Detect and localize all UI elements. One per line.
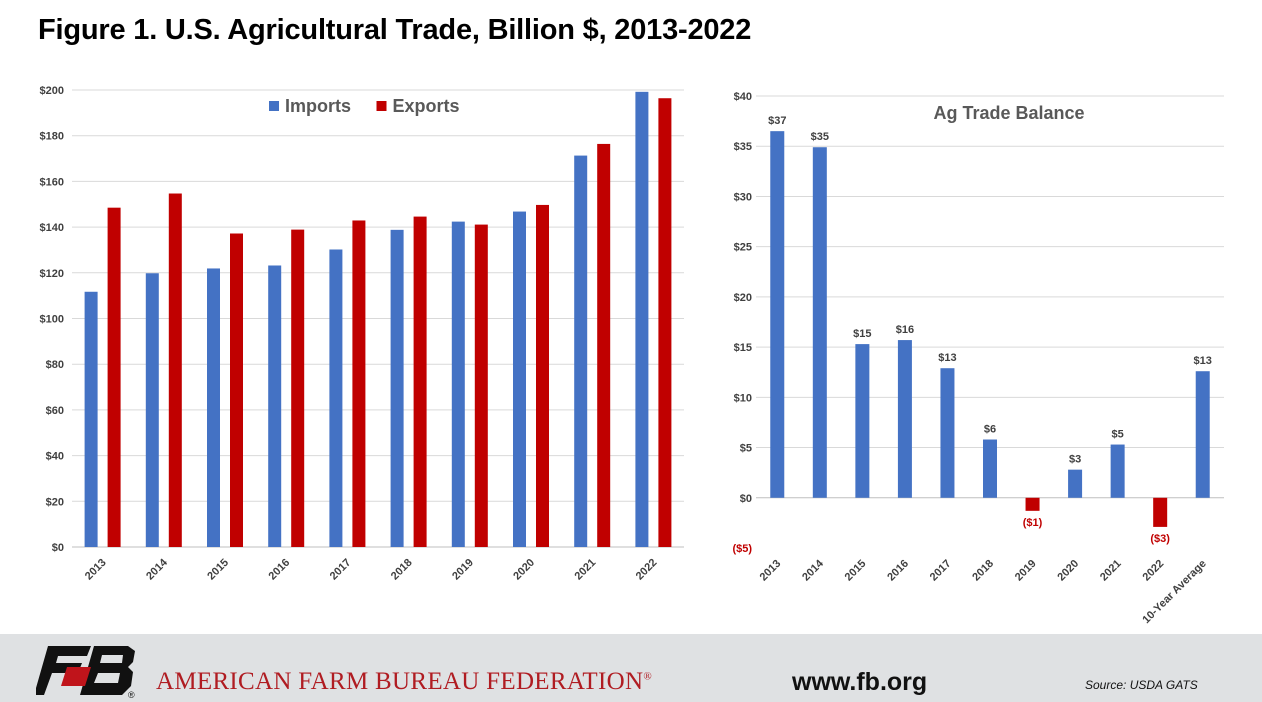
bar-balance: [812, 147, 827, 498]
y-tick-label: $35: [734, 141, 752, 153]
bar-imports: [84, 291, 98, 547]
x-tick-label: 2014: [800, 557, 826, 583]
bar-balance: [1153, 497, 1168, 527]
x-tick-label: 2015: [843, 558, 869, 584]
data-label: $13: [1194, 355, 1212, 367]
y-tick-label: ($5): [732, 543, 752, 555]
bar-imports: [207, 268, 220, 547]
data-label: $37: [768, 115, 786, 127]
data-label: $6: [984, 424, 996, 436]
bar-imports: [390, 229, 404, 548]
bar-balance: [855, 344, 870, 498]
data-label: $5: [1112, 429, 1124, 441]
chart-title: Ag Trade Balance: [933, 103, 1084, 123]
bar-balance: [897, 340, 912, 498]
x-tick-label: 2019: [1013, 558, 1039, 584]
bar-balance: [770, 131, 785, 498]
y-tick-label: $160: [40, 176, 64, 188]
y-tick-label: $25: [734, 242, 752, 254]
x-tick-label: 2016: [885, 558, 911, 584]
y-tick-label: $60: [46, 405, 64, 417]
legend-swatch-imports: [269, 101, 279, 111]
x-tick-label: 2013: [758, 558, 784, 584]
x-tick-label: 2017: [928, 558, 954, 584]
y-tick-label: $20: [734, 292, 752, 304]
y-tick-label: $5: [740, 443, 752, 455]
data-label: $15: [853, 328, 871, 340]
y-tick-label: $30: [734, 191, 752, 203]
bar-balance: [940, 368, 955, 498]
bar-exports: [168, 193, 182, 547]
x-tick-label: 2022: [1141, 558, 1167, 584]
bar-imports: [451, 221, 465, 547]
bar-balance: [983, 439, 997, 498]
footer-band: ® AMERICAN FARM BUREAU FEDERATION® www.f…: [0, 634, 1262, 702]
bar-exports: [474, 224, 488, 548]
bar-imports: [329, 249, 343, 548]
bar-imports: [513, 211, 526, 547]
bar-exports: [413, 216, 427, 548]
y-tick-label: $200: [40, 85, 64, 97]
data-label: $16: [896, 324, 914, 336]
data-label: $3: [1069, 454, 1081, 466]
legend-label-imports: Imports: [285, 96, 351, 116]
data-label: ($3): [1150, 533, 1170, 545]
y-tick-label: $80: [46, 359, 64, 371]
y-tick-label: $180: [40, 131, 64, 143]
bar-exports: [291, 229, 305, 547]
y-tick-label: $40: [734, 91, 752, 103]
y-tick-label: $0: [740, 493, 752, 505]
bar-imports: [574, 155, 588, 547]
figure-title: Figure 1. U.S. Agricultural Trade, Billi…: [38, 14, 752, 46]
y-tick-label: $10: [734, 392, 752, 404]
y-tick-label: $100: [40, 314, 64, 326]
x-tick-label: 2020: [1055, 558, 1081, 584]
x-tick-label: 2018: [970, 558, 996, 584]
legend-swatch-exports: [376, 101, 387, 111]
y-tick-label: $120: [40, 268, 64, 280]
bar-balance: [1025, 497, 1040, 511]
svg-text:®: ®: [128, 690, 135, 698]
data-label: ($1): [1023, 517, 1043, 529]
bar-imports: [635, 91, 649, 547]
bar-exports: [597, 143, 611, 547]
legend-label-exports: Exports: [393, 96, 460, 116]
bar-exports: [658, 98, 672, 547]
trade-bar-chart: $0$20$40$60$80$100$120$140$160$180$20020…: [40, 85, 684, 582]
source-note: Source: USDA GATS: [1085, 678, 1198, 692]
data-label: $13: [938, 352, 956, 364]
bar-exports: [107, 207, 121, 548]
bar-exports: [536, 204, 549, 548]
y-tick-label: $20: [46, 496, 64, 508]
bar-balance: [1195, 371, 1210, 498]
data-label: $35: [811, 131, 829, 143]
fb-logo-icon: ®: [36, 646, 135, 698]
y-tick-label: $0: [52, 542, 64, 554]
trade-balance-chart: ($5) $0 $5 $10 $15 $20 $25 $30 $35 $40 Ag Trade Ba…: [732, 91, 1224, 626]
bar-balance: [1110, 444, 1125, 498]
website-url[interactable]: www.fb.org: [792, 668, 928, 696]
y-tick-label: $140: [40, 222, 64, 234]
bar-exports: [352, 220, 366, 547]
bar-imports: [145, 273, 159, 547]
bar-balance: [1068, 469, 1083, 498]
y-tick-label: $15: [734, 342, 752, 354]
bar-exports: [230, 233, 243, 548]
x-tick-label: 2021: [1098, 558, 1124, 584]
y-tick-label: $40: [46, 451, 64, 463]
org-name: AMERICAN FARM BUREAU FEDERATION®: [156, 668, 653, 695]
bar-imports: [268, 265, 282, 547]
